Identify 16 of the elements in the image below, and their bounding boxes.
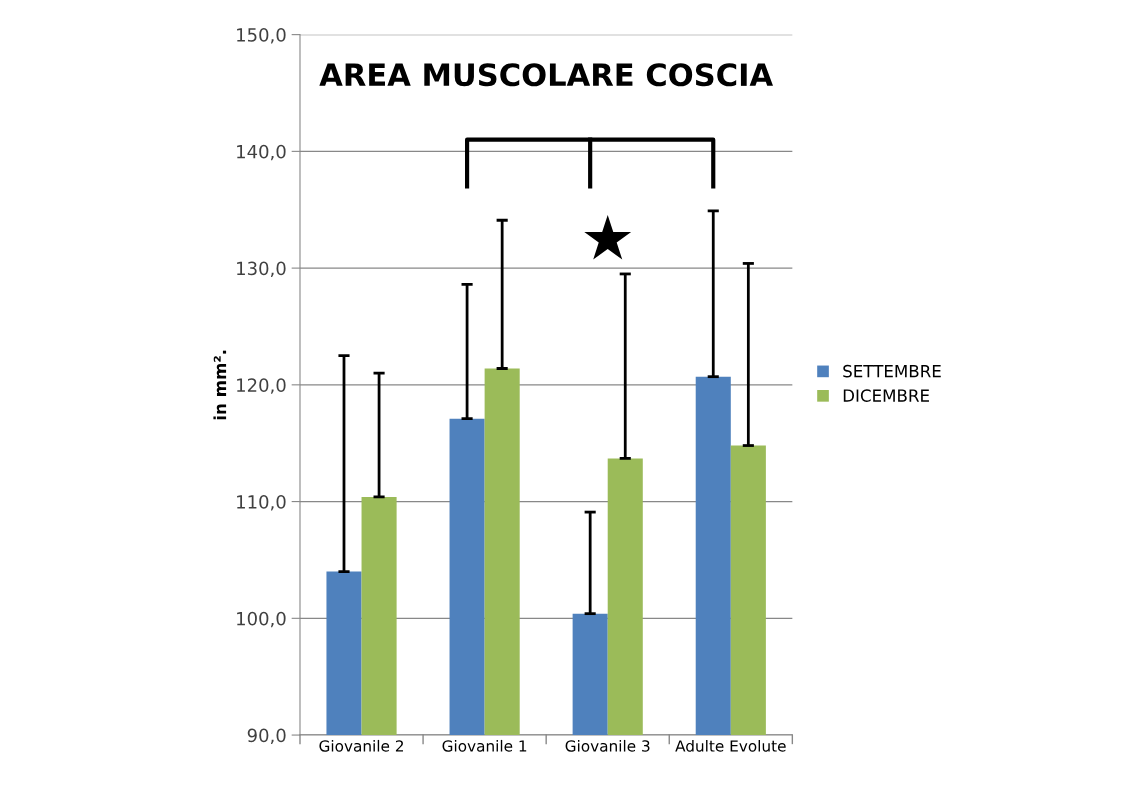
legend-label: SETTEMBRE <box>843 364 941 378</box>
y-tick-label: 140,0 <box>237 144 286 161</box>
y-tick-label: 150,0 <box>237 28 286 44</box>
x-tick-label: Giovanile 3 <box>565 739 650 752</box>
y-axis-title: in mm². <box>213 350 227 420</box>
y-tick-label: 90,0 <box>247 728 286 745</box>
y-tick-label: 110,0 <box>237 495 286 511</box>
text: AREA MUSCOLARE COSCIA <box>319 63 773 87</box>
x-tick-label: Giovanile 2 <box>319 739 403 752</box>
y-tick-label: 120,0 <box>237 378 286 394</box>
y-tick-label: 100,0 <box>237 611 286 628</box>
y-tick-label: 130,0 <box>237 261 286 278</box>
x-tick-label: Adulte Evolute <box>675 739 786 752</box>
x-tick-label: Giovanile 1 <box>442 739 527 752</box>
annotation: ★ <box>584 215 632 260</box>
legend-label: DICEMBRE <box>843 389 929 402</box>
